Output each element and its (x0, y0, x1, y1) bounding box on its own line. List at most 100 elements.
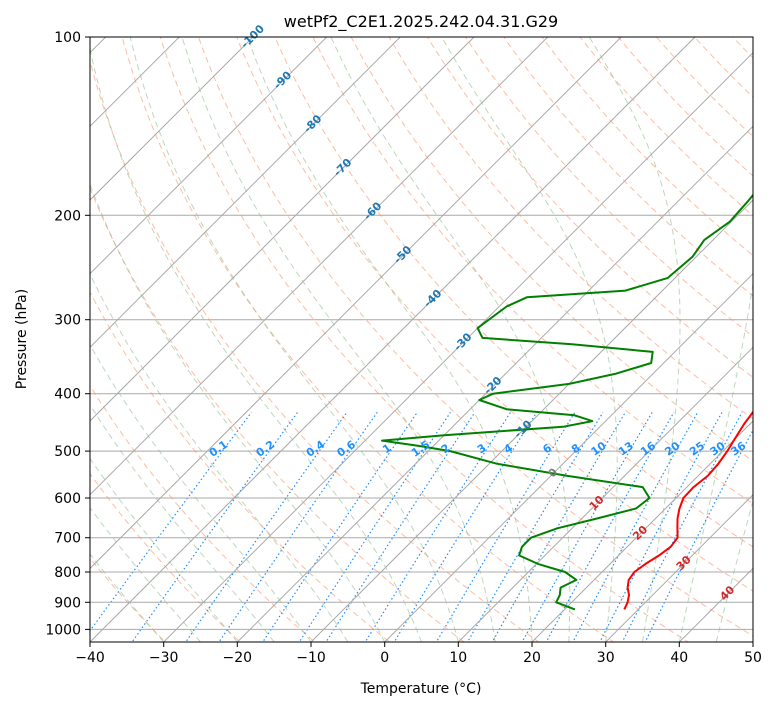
isotherm-line (90, 37, 696, 642)
dry-adiabat (90, 384, 316, 642)
moist-adiabat (90, 404, 275, 642)
dry-adiabat (90, 472, 241, 642)
y-tick-label: 200 (54, 208, 81, 224)
moist-adiabat (588, 37, 681, 642)
mixing-ratio-label: 2 (439, 441, 453, 456)
isotherm-line (90, 37, 402, 349)
mixing-ratio-label: 0.2 (254, 438, 277, 460)
mixing-ratio-line (621, 412, 743, 642)
mixing-ratio-label: 3 (475, 441, 489, 456)
mixing-ratio-line (466, 411, 604, 642)
isotherm-label: 30 (674, 553, 694, 573)
mixing-ratio-line (599, 412, 723, 642)
isotherm-line (236, 125, 753, 642)
dry-adiabat (655, 37, 753, 138)
mixing-ratio-label: 16 (638, 439, 658, 459)
mixing-ratio-line (491, 411, 626, 642)
x-tick-label: −30 (149, 650, 179, 666)
y-tick-label: 900 (54, 595, 81, 611)
moist-adiabat (181, 37, 496, 642)
mixing-ratio-line (545, 412, 675, 642)
dry-adiabat (90, 186, 465, 642)
isotherm-line (90, 37, 254, 201)
isotherm-line (531, 420, 753, 642)
mixing-ratio-label: 13 (616, 439, 636, 458)
x-tick-label: −10 (296, 650, 326, 666)
dry-adiabat (312, 37, 753, 505)
moist-adiabat (330, 37, 571, 642)
isotherm-line (752, 641, 753, 642)
x-tick-label: 40 (670, 650, 688, 666)
x-tick-label: 30 (597, 650, 615, 666)
moist-adiabat (90, 182, 386, 642)
dry-adiabat (731, 37, 753, 59)
dry-adiabat (503, 37, 753, 297)
isotherm-label: -50 (391, 243, 414, 266)
dry-adiabat (617, 37, 753, 177)
moist-adiabat (90, 46, 422, 642)
isotherm-label: 40 (717, 583, 737, 603)
mixing-ratio-label: 0.1 (207, 438, 230, 460)
y-tick-label: 500 (54, 444, 81, 460)
y-tick-label: 700 (54, 531, 81, 547)
isotherm-line (90, 37, 328, 275)
moist-adiabat (90, 457, 238, 642)
mixing-ratio-line (262, 411, 418, 642)
y-tick-label: 400 (54, 387, 81, 403)
dry-adiabat (159, 37, 690, 642)
mixing-ratio-label: 6 (540, 441, 554, 456)
isotherm-line (90, 37, 475, 422)
x-tick-label: 10 (449, 650, 467, 666)
dry-adiabat (236, 37, 753, 592)
moist-adiabat (246, 37, 533, 642)
isotherm-line (90, 37, 549, 496)
x-tick-label: −20 (223, 650, 253, 666)
y-axis-label: Pressure (hPa) (14, 289, 30, 389)
chart-title: wetPf2_C2E1.2025.242.04.31.G29 (284, 12, 558, 32)
x-tick-label: 20 (523, 650, 541, 666)
mixing-ratio-line (644, 428, 753, 642)
y-tick-label: 1000 (45, 622, 81, 638)
isotherm-label: -40 (421, 287, 444, 310)
moist-adiabat (90, 553, 165, 642)
mixing-ratio-label: 8 (569, 441, 583, 456)
dry-adiabat (388, 37, 753, 420)
isotherm-line (383, 272, 753, 642)
dewpoint-line (381, 193, 753, 611)
mixing-ratio-label: 1 (380, 441, 394, 456)
dry-adiabat (579, 37, 753, 217)
isotherm-line (310, 199, 753, 642)
x-tick-label: 50 (744, 650, 762, 666)
y-tick-label: 100 (54, 30, 81, 46)
mixing-ratio-line (393, 411, 538, 642)
mixing-ratio-line (298, 411, 451, 642)
x-axis-label: Temperature (°C) (360, 681, 482, 697)
plot-frame (89, 36, 754, 643)
mixing-ratio-label: 1.5 (409, 438, 432, 460)
mixing-ratio-line (572, 412, 699, 642)
isotherm-line (90, 37, 623, 570)
dry-adiabat (758, 24, 775, 654)
mixing-ratio-line (435, 411, 576, 642)
moist-adiabat (715, 499, 753, 642)
moist-adiabat (678, 280, 753, 642)
dry-adiabat (197, 37, 753, 637)
moist-adiabat (90, 506, 201, 642)
dry-adiabat (121, 37, 615, 642)
y-tick-label: 300 (54, 313, 81, 329)
dry-adiabat (350, 37, 753, 462)
y-tick-label: 800 (54, 565, 81, 581)
dry-adiabat (426, 37, 753, 378)
dry-adiabat (541, 37, 753, 257)
moist-adiabat (90, 272, 349, 642)
dry-adiabat (90, 59, 540, 642)
mixing-ratio-label: 0.6 (335, 438, 359, 460)
isotherm-line (604, 493, 753, 642)
dry-adiabat (693, 37, 753, 98)
moist-adiabat (129, 37, 459, 642)
x-tick-label: 0 (380, 650, 389, 666)
moist-adiabat (90, 343, 312, 642)
mixing-ratio-line (185, 411, 348, 642)
moist-adiabat (441, 37, 618, 642)
